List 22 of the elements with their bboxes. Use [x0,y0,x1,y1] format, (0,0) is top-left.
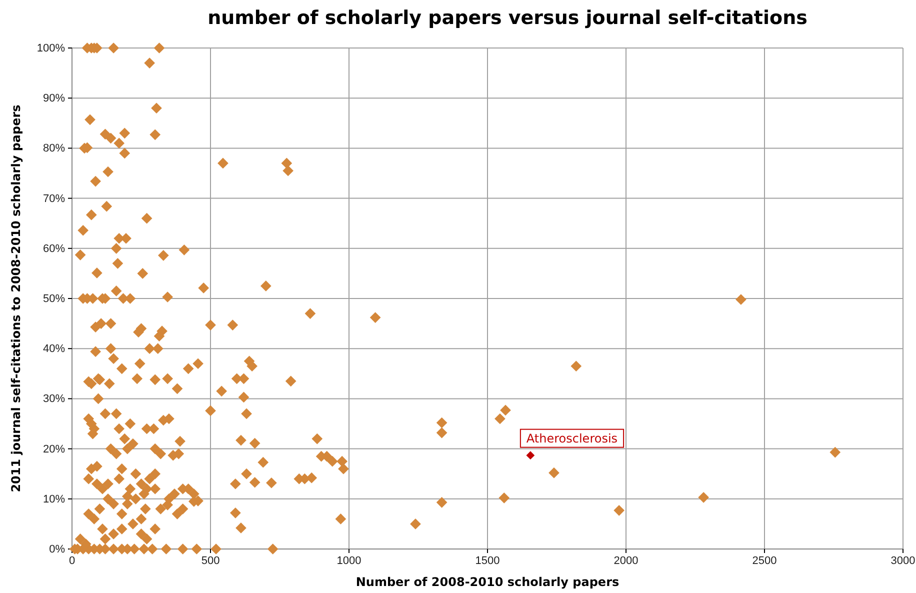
x-tick-label: 1500 [475,554,500,567]
y-tick-label: 90% [42,92,66,105]
x-tick-label: 1000 [336,554,362,567]
y-tick-label: 80% [42,142,66,155]
y-tick-label: 70% [42,192,66,205]
x-tick-label: 2000 [614,554,638,567]
chart-title: number of scholarly papers versus journal self-citations [208,7,808,29]
x-tick-label: 3000 [890,554,916,567]
y-tick-label: 10% [42,493,66,506]
y-tick-label: 50% [42,293,66,306]
y-tick-label: 20% [42,443,66,456]
x-axis-title: Number of 2008-2010 scholarly papers [356,575,620,589]
series-label: Atherosclerosis [526,431,618,446]
x-tick-label: 0 [68,554,76,567]
y-tick-label: 30% [42,393,66,406]
y-tick-label: 0% [49,544,66,556]
y-tick-label: 40% [42,343,66,356]
x-tick-label: 500 [201,554,220,567]
y-tick-label: 100% [36,42,66,55]
y-axis-title: 2011 journal self-citations to 2008-2010 scholarly papers [9,104,23,492]
y-tick-label: 60% [42,242,66,255]
x-tick-label: 2500 [752,554,777,567]
